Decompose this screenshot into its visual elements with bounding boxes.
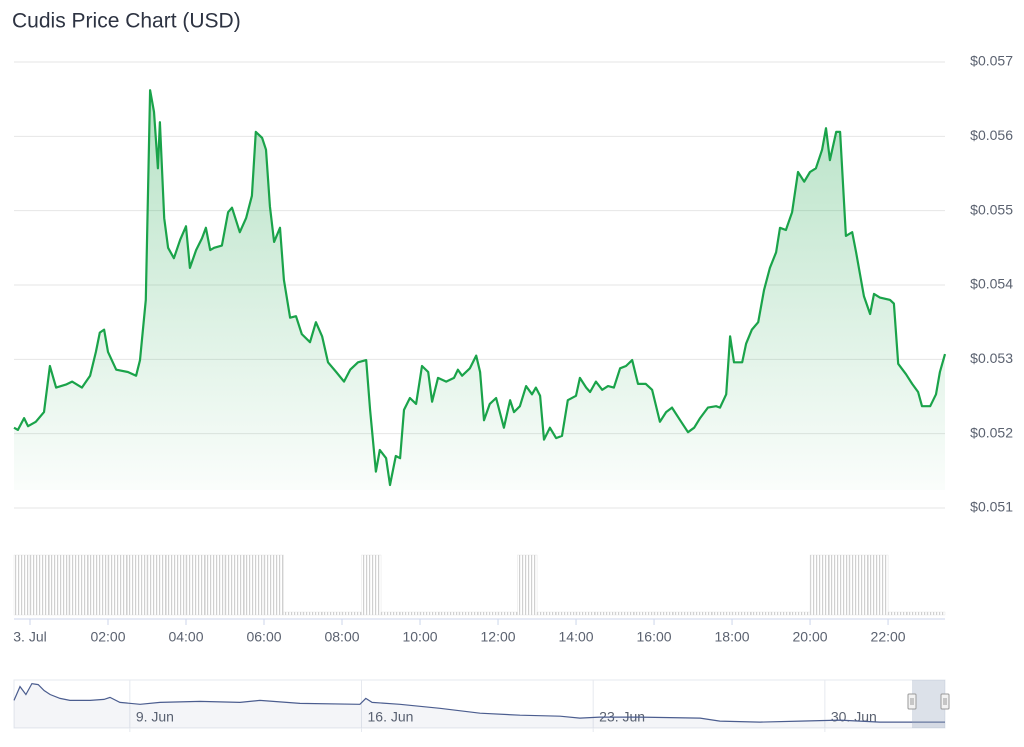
y-tick-label: $0.054 [970, 276, 1013, 292]
volume-bar [244, 554, 265, 616]
volume-bar [224, 554, 245, 616]
navigator-selection[interactable] [912, 680, 945, 728]
volume-bar [205, 554, 226, 616]
volume-bar [634, 611, 655, 616]
volume-bar [127, 554, 148, 616]
volume-bar [770, 611, 791, 616]
volume-bar [302, 611, 323, 616]
volume-bar [263, 554, 284, 616]
volume-bar [673, 611, 694, 616]
volume-bar [419, 611, 440, 616]
volume-bar [614, 611, 635, 616]
volume-bar [49, 554, 70, 616]
volume-bar [790, 611, 811, 616]
volume-bar [751, 611, 772, 616]
x-tick-label: 02:00 [90, 629, 125, 645]
volume-bar [283, 611, 304, 616]
y-tick-label: $0.055 [970, 201, 1013, 217]
volume-bar [712, 611, 733, 616]
price-area [14, 90, 945, 490]
x-tick-label: 20:00 [793, 629, 828, 645]
volume-bar [497, 611, 518, 616]
volume-bar [692, 611, 713, 616]
y-tick-label: $0.051 [970, 499, 1013, 515]
volume-bar [68, 554, 89, 616]
navigator-handle[interactable] [940, 693, 950, 710]
x-tick-label: 04:00 [168, 629, 203, 645]
volume-bar [848, 554, 869, 616]
volume-bar [478, 611, 499, 616]
navigator-tick-label: 16. Jun [368, 709, 414, 725]
y-tick-label: $0.056 [970, 127, 1013, 143]
volume-bar [868, 554, 889, 616]
x-tick-label: 06:00 [246, 629, 281, 645]
volume-bar [731, 611, 752, 616]
x-tick-label: 08:00 [324, 629, 359, 645]
volume-bar [400, 611, 421, 616]
volume-bar [166, 554, 187, 616]
x-tick-label: 10:00 [402, 629, 437, 645]
y-tick-label: $0.053 [970, 350, 1013, 366]
navigator-tick-label: 9. Jun [136, 709, 174, 725]
volume-bar [380, 611, 401, 616]
volume-bar [88, 554, 109, 616]
volume-bar [29, 554, 50, 616]
volume-bar [146, 554, 167, 616]
volume-bar [439, 611, 460, 616]
volume-bar [926, 611, 946, 616]
x-tick-label: 14:00 [559, 629, 594, 645]
volume-bar [653, 611, 674, 616]
volume-bar [458, 611, 479, 616]
volume-bar [907, 611, 928, 616]
volume-bar [107, 554, 128, 616]
x-tick-label: 3. Jul [13, 629, 46, 645]
navigator-area [14, 683, 945, 728]
price-line [13, 89, 947, 487]
volume-bar [13, 554, 31, 616]
chart-title: Cudis Price Chart (USD) [12, 10, 241, 33]
navigator-line [13, 682, 945, 723]
volume-bar [575, 611, 596, 616]
x-tick-label: 22:00 [871, 629, 906, 645]
volume-bar [322, 611, 343, 616]
x-tick-label: 12:00 [481, 629, 516, 645]
volume-bar [517, 554, 538, 616]
volume-bar [829, 554, 850, 616]
volume-bar [595, 611, 616, 616]
y-tick-label: $0.052 [970, 424, 1013, 440]
navigator-handle[interactable] [907, 693, 917, 710]
volume-bar [341, 611, 362, 616]
y-tick-label: $0.057 [970, 53, 1013, 69]
volume-bar [809, 554, 830, 616]
volume-bar [185, 554, 206, 616]
volume-bar [887, 611, 908, 616]
x-tick-label: 16:00 [637, 629, 672, 645]
volume-bar [536, 611, 557, 616]
volume-bar [361, 554, 382, 616]
x-tick-label: 18:00 [715, 629, 750, 645]
volume-bar [556, 611, 577, 616]
